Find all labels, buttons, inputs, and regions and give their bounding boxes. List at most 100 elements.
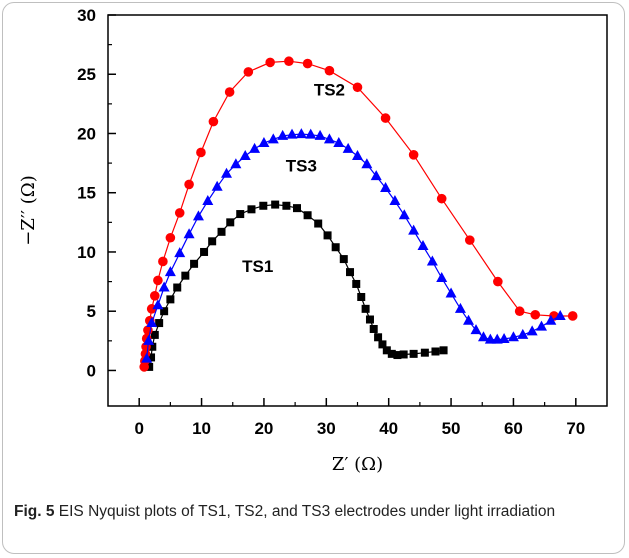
data-point [217,227,226,236]
data-point [236,210,245,219]
data-point [426,255,438,266]
data-point [164,266,176,277]
series-ts2: TS2 [139,56,578,372]
data-point [295,128,307,139]
data-point [408,224,420,235]
x-tick-label: 40 [379,419,398,438]
data-point [249,142,261,153]
data-point [221,167,233,178]
x-tick-label: 30 [317,419,336,438]
data-point [226,218,235,227]
y-tick-label: 25 [77,65,96,84]
series-line-ts1 [148,203,444,368]
data-point [208,116,219,127]
x-tick-label: 60 [504,419,523,438]
data-point [477,331,489,342]
data-point [369,324,378,333]
data-point [165,232,176,243]
data-point [567,311,578,321]
data-point [454,302,466,313]
data-point [339,255,348,264]
data-point [211,180,223,191]
data-point [554,309,566,320]
data-point [536,320,548,331]
data-point [173,283,182,292]
data-point [420,348,429,357]
data-point [166,295,175,304]
data-point [380,181,392,192]
data-point [150,330,159,339]
data-point [408,150,419,160]
data-point [292,204,301,213]
data-point [493,276,503,287]
series-label-ts2: TS2 [314,81,345,100]
data-point [224,87,235,97]
data-point [239,149,251,160]
data-point [323,133,335,144]
chart-axes: 0 10 20 30 40 50 60 70 0 5 10 15 20 25 30 [77,6,608,438]
data-point [365,315,374,324]
data-point [346,268,355,277]
data-point [530,309,541,320]
data-point [514,306,525,317]
data-point [145,362,154,371]
data-point [436,193,447,204]
data-point [158,256,168,267]
x-axis-title: Z′ (Ω) [332,454,383,475]
data-point [431,347,440,356]
data-point [247,205,256,214]
data-point [439,346,448,355]
data-point [192,210,204,221]
figure-caption: Fig. 5 EIS Nyquist plots of TS1, TS2, an… [14,500,614,523]
data-point [149,291,160,301]
data-point [323,231,332,240]
data-point [517,328,529,339]
x-tick-label: 0 [134,419,143,438]
data-point [361,158,373,169]
data-point [230,158,242,169]
data-point [243,67,254,77]
data-point [277,129,289,140]
data-point [174,247,186,258]
x-tick-label: 70 [566,419,585,438]
data-point [202,195,214,206]
data-point [152,299,164,310]
data-point [143,334,155,345]
data-point [314,219,323,228]
x-tick-label: 20 [254,419,273,438]
data-point [357,292,366,301]
data-point [153,275,163,286]
data-point [147,353,156,362]
data-point [331,243,340,252]
data-point [361,304,370,313]
data-point [498,333,510,344]
data-point [184,179,194,190]
data-point [155,319,164,328]
data-point [342,142,354,153]
data-point [526,325,538,336]
data-point [382,346,391,355]
data-point [378,340,387,349]
y-axis-title: −Z′′ (Ω) [18,175,39,245]
data-point [436,272,448,283]
data-point [324,65,335,76]
figure-number: Fig. 5 [14,503,55,520]
data-point [158,281,170,292]
data-point [333,136,345,147]
series-label-ts1: TS1 [242,257,273,276]
data-point [305,128,317,139]
data-point [141,352,153,363]
data-point [463,314,475,325]
data-point [196,147,206,158]
nyquist-chart: 0 10 20 30 40 50 60 70 0 5 10 15 20 25 30 TS1 TS2 TS3 Z′… [18,6,608,475]
data-point [399,350,408,359]
data-point [286,128,298,139]
data-point [302,58,313,69]
data-point [146,317,158,328]
data-point [470,324,482,335]
data-point [417,240,429,251]
data-point [148,342,157,351]
data-point [282,201,291,210]
series-ts1: TS1 [145,200,448,371]
data-point [352,279,361,288]
